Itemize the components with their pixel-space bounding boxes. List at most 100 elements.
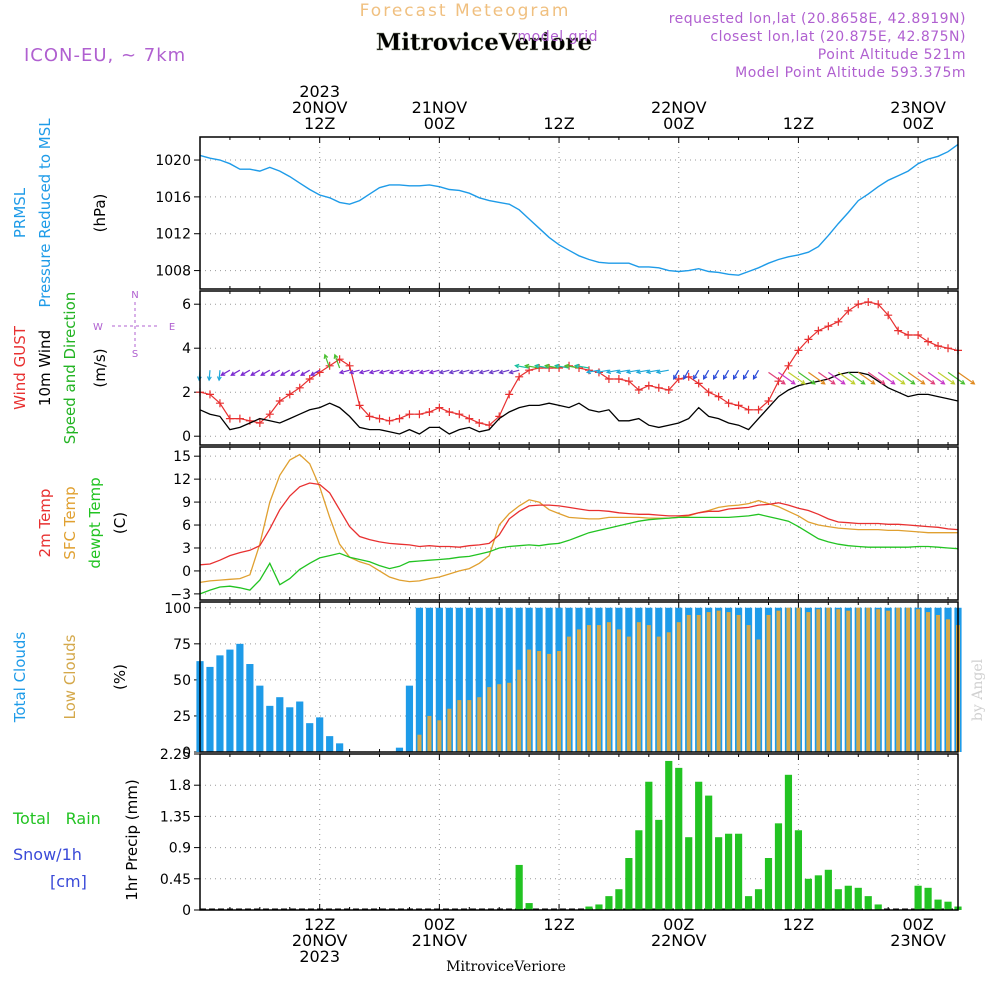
- low-cloud-bar: [507, 682, 512, 752]
- wind-arrow-head: [524, 363, 530, 369]
- wind-direction-arrow: [399, 369, 410, 374]
- time-label-bottom: 00Z: [902, 915, 933, 934]
- gust-marker: [385, 416, 394, 425]
- total-cloud-bar: [465, 607, 473, 752]
- low-cloud-bar: [567, 636, 572, 752]
- wind-arrow-head: [270, 371, 276, 376]
- low-cloud-bar: [477, 697, 482, 752]
- wind-direction-arrow: [683, 369, 690, 380]
- low-cloud-bar: [776, 610, 781, 752]
- low-cloud-bar: [447, 708, 452, 752]
- wind-arrow-head: [333, 353, 339, 359]
- low-cloud-bar: [886, 610, 891, 752]
- y-tick-label: 2.25: [160, 747, 191, 763]
- wind-arrow-head: [950, 380, 956, 385]
- gust-marker: [355, 401, 364, 410]
- gust-marker: [375, 414, 384, 423]
- wind-arrow-head: [398, 369, 404, 375]
- total-cloud-bar: [236, 643, 244, 752]
- time-label-bottom: 12Z: [783, 915, 814, 934]
- wind-arrow-head: [800, 380, 806, 385]
- wind-direction-arrow: [419, 369, 430, 374]
- gust-marker: [674, 375, 683, 383]
- wind-arrow-head: [428, 369, 434, 375]
- wind-direction-arrow: [957, 371, 975, 385]
- total-cloud-bar: [435, 607, 443, 752]
- y-tick-label: 25: [173, 709, 191, 725]
- gust-marker: [225, 414, 234, 423]
- wind-arrow-head: [930, 380, 936, 385]
- low-cloud-bar: [596, 625, 601, 752]
- closest-location: closest lon,lat (20.875E, 42.875N): [710, 29, 966, 45]
- y-tick-label: 0: [182, 903, 191, 919]
- low-cloud-bar: [666, 632, 671, 752]
- low-cloud-bar: [517, 669, 522, 752]
- y-tick-label: 0.45: [160, 872, 191, 888]
- wind-arrow-head: [280, 371, 286, 376]
- rain-bar: [774, 823, 783, 910]
- gust-marker: [864, 298, 873, 306]
- total-cloud-bar: [256, 685, 264, 752]
- chart-title: MitroviceVeriore: [376, 29, 592, 56]
- wind-direction-arrow: [469, 369, 480, 374]
- wind-arrow-head: [645, 369, 651, 375]
- wind-direction-arrow: [768, 371, 786, 385]
- wind-arrow-head: [230, 371, 236, 376]
- time-label-bottom: 20NOV: [292, 931, 348, 950]
- panel-label-clouds: Low Clouds: [61, 634, 79, 719]
- time-label-top: 22NOV: [651, 98, 707, 117]
- wind-arrow-head: [713, 374, 718, 380]
- low-cloud-bar: [766, 614, 771, 752]
- rain-bar: [804, 878, 812, 910]
- wind-direction-arrow: [827, 371, 846, 385]
- rain-bar: [874, 904, 882, 910]
- rain-bar: [794, 830, 803, 910]
- wind-arrow-head: [250, 371, 256, 376]
- rain-bar: [734, 833, 743, 910]
- gust-marker: [475, 419, 484, 427]
- panel-border: [199, 136, 959, 290]
- panel-label-wind: (m/s): [91, 348, 109, 387]
- gust-marker: [784, 361, 793, 370]
- compass-west: W: [93, 322, 103, 333]
- time-label-top: 23NOV: [890, 98, 946, 117]
- wind-arrow-head: [693, 374, 698, 380]
- gust-marker: [894, 326, 903, 335]
- gust-marker: [325, 361, 334, 370]
- wind-arrow-head: [220, 371, 226, 376]
- gust-marker: [275, 397, 284, 405]
- time-label-top: 00Z: [663, 114, 694, 133]
- low-cloud-bar: [746, 625, 751, 752]
- compass-south: S: [132, 349, 138, 360]
- wind-arrow-head: [722, 374, 728, 380]
- pressure-panel: 1008 1012 1016 1020: [155, 136, 959, 290]
- low-cloud-bar: [487, 687, 492, 752]
- wind-direction-arrow: [798, 371, 816, 385]
- time-label-top: 12Z: [543, 114, 574, 133]
- gust-marker: [265, 410, 274, 419]
- rain-bar: [605, 896, 613, 910]
- gust-marker: [604, 375, 613, 383]
- wind-direction-arrow: [230, 369, 241, 376]
- total-cloud-bar: [266, 705, 274, 752]
- rain-bar: [824, 869, 832, 910]
- snow-unit-label: [cm]: [50, 872, 87, 891]
- wind-direction-arrow: [429, 369, 440, 374]
- gust-marker: [914, 331, 923, 339]
- y-tick-label: 15: [173, 449, 191, 465]
- low-cloud-bar: [417, 734, 422, 752]
- panel-border: [199, 601, 959, 753]
- time-label-bottom: 00Z: [663, 915, 694, 934]
- total-cloud-bar: [495, 607, 503, 752]
- wind-direction-arrow: [439, 369, 450, 374]
- total-cloud-bar: [425, 607, 433, 752]
- wind-arrow-head: [703, 374, 708, 380]
- gust-marker: [814, 326, 823, 335]
- panel-label-temp: 2m Temp: [36, 489, 54, 558]
- total-cloud-bar: [216, 655, 224, 752]
- wind-direction-arrow: [369, 369, 380, 374]
- wind-arrow-head: [216, 376, 222, 382]
- wind-arrow-head: [780, 380, 786, 385]
- gust-marker: [485, 421, 494, 430]
- y-tick-label: 100: [164, 601, 191, 617]
